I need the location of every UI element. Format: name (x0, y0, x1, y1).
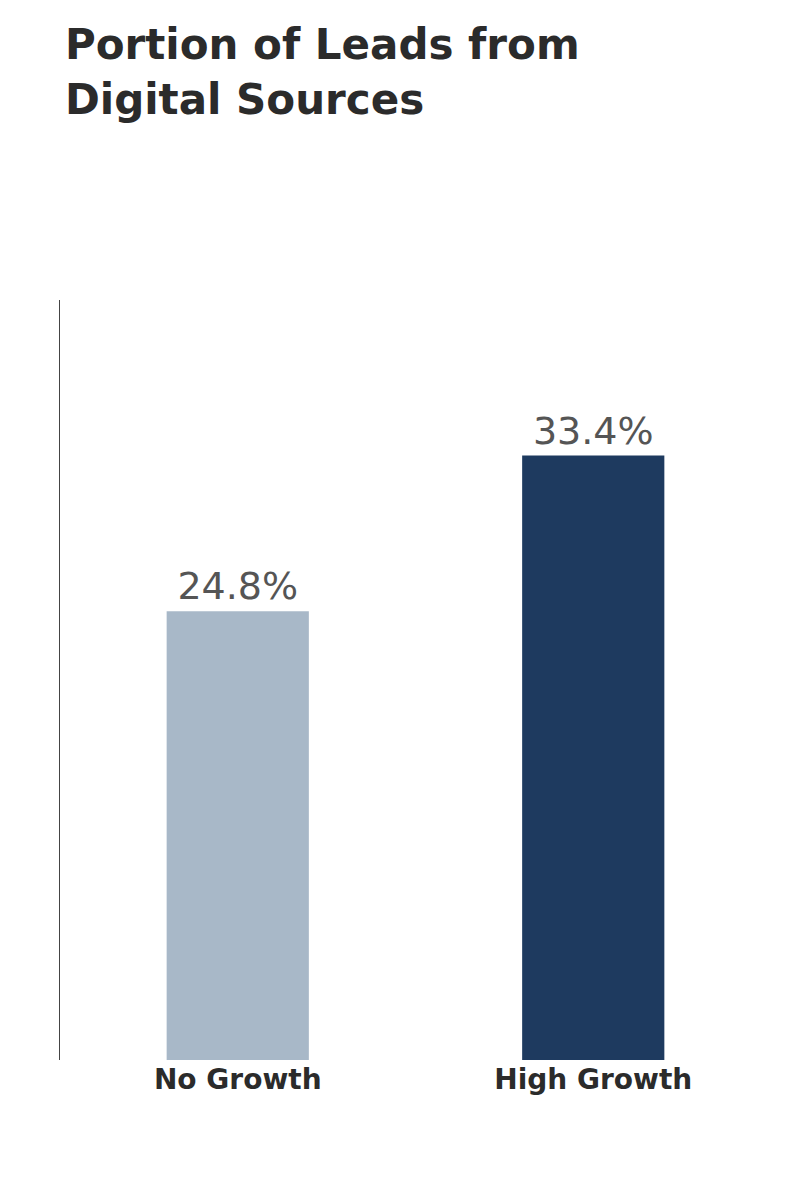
svg-text:24.8%: 24.8% (177, 564, 298, 608)
svg-text:33.4%: 33.4% (533, 409, 654, 453)
svg-text:High Growth: High Growth (494, 1063, 692, 1096)
svg-text:Portion of Leads fromDigital S: Portion of Leads fromDigital Sources (65, 20, 580, 124)
svg-text:No Growth: No Growth (154, 1063, 322, 1096)
